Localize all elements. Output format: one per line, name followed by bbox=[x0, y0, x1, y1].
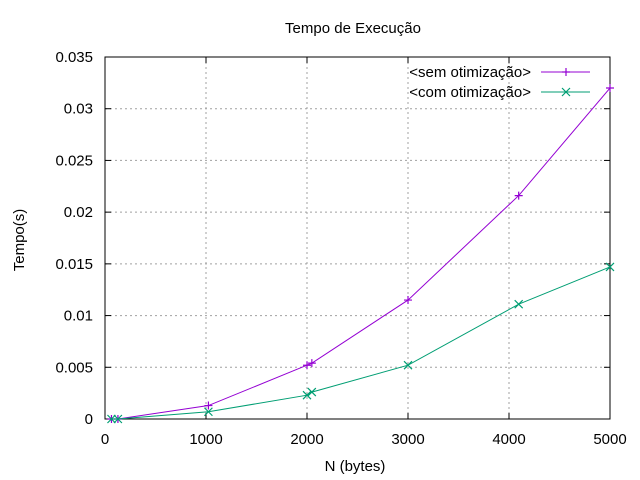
y-tick-label: 0 bbox=[85, 411, 93, 428]
legend-label: <com otimização> bbox=[409, 84, 531, 101]
cross-marker bbox=[107, 414, 116, 424]
plus-marker bbox=[562, 68, 570, 76]
y-tick-label: 0.025 bbox=[55, 152, 93, 169]
y-tick-label: 0.015 bbox=[55, 256, 93, 273]
cross-marker bbox=[605, 262, 615, 272]
x-tick-label: 0 bbox=[101, 431, 109, 448]
plus-marker bbox=[404, 296, 412, 305]
cross-marker bbox=[403, 360, 413, 370]
x-axis-label: N (bytes) bbox=[325, 458, 386, 475]
cross-marker bbox=[203, 407, 213, 417]
series-group bbox=[107, 84, 614, 423]
cross-marker bbox=[514, 299, 524, 309]
x-tick-label: 1000 bbox=[189, 431, 222, 448]
x-tick-label: 4000 bbox=[492, 431, 525, 448]
y-tick-label: 0.03 bbox=[64, 101, 93, 118]
series-group bbox=[107, 262, 615, 424]
axis-ticks bbox=[104, 56, 611, 420]
plus-marker bbox=[606, 84, 614, 93]
y-axis-label: Tempo(s) bbox=[11, 209, 28, 272]
tick-labels: 0 1000 2000 3000 4000 5000 0 0.005 0.01 0.015 0.02… bbox=[55, 49, 626, 448]
plus-marker bbox=[204, 401, 213, 410]
y-tick-label: 0.02 bbox=[64, 204, 93, 221]
cross-marker bbox=[302, 390, 312, 400]
plus-marker bbox=[307, 359, 316, 368]
cross-marker bbox=[307, 387, 317, 397]
cross-marker bbox=[561, 87, 571, 97]
y-tick-label: 0.01 bbox=[64, 308, 93, 325]
x-tick-label: 3000 bbox=[391, 431, 424, 448]
x-tick-label: 5000 bbox=[593, 431, 626, 448]
plus-marker bbox=[303, 361, 311, 370]
chart-title: Tempo de Execução bbox=[285, 20, 421, 37]
series-line bbox=[111, 266, 611, 420]
legend-label: <sem otimização> bbox=[409, 64, 531, 81]
plot-frame bbox=[104, 56, 611, 420]
y-tick-label: 0.035 bbox=[55, 49, 93, 66]
cross-marker bbox=[113, 414, 123, 424]
series-line bbox=[111, 87, 611, 420]
grid bbox=[105, 57, 610, 419]
series bbox=[107, 84, 615, 424]
y-tick-label: 0.005 bbox=[55, 359, 93, 376]
legend: <sem otimização> <com otimização> bbox=[409, 64, 590, 101]
x-tick-label: 2000 bbox=[290, 431, 323, 448]
plus-marker bbox=[514, 191, 523, 200]
